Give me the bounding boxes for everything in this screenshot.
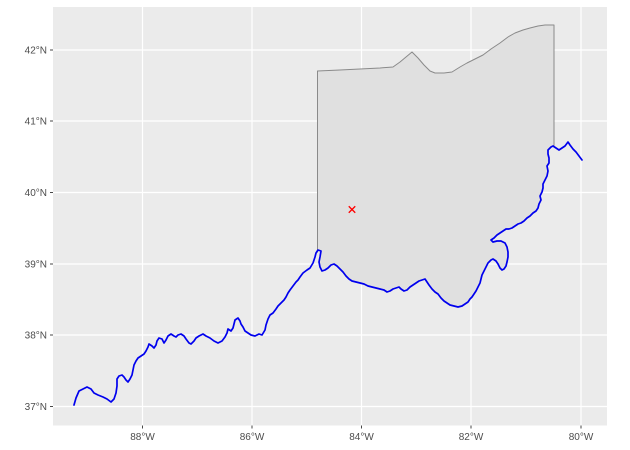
y-axis-label: 39°N xyxy=(25,260,47,271)
y-axis-label: 37°N xyxy=(25,402,47,413)
x-axis-label: 82°W xyxy=(459,432,484,443)
x-axis-label: 88°W xyxy=(130,432,155,443)
x-axis-label: 80°W xyxy=(569,432,594,443)
y-axis-label: 38°N xyxy=(25,331,47,342)
red-x-marker xyxy=(348,205,356,214)
y-axis-label: 40°N xyxy=(25,188,47,199)
x-axis-label: 84°W xyxy=(349,432,374,443)
ohio-river-line xyxy=(73,141,583,406)
y-axis-label: 41°N xyxy=(25,117,47,128)
x-axis-label: 86°W xyxy=(240,432,265,443)
y-axis-label: 42°N xyxy=(25,46,47,57)
